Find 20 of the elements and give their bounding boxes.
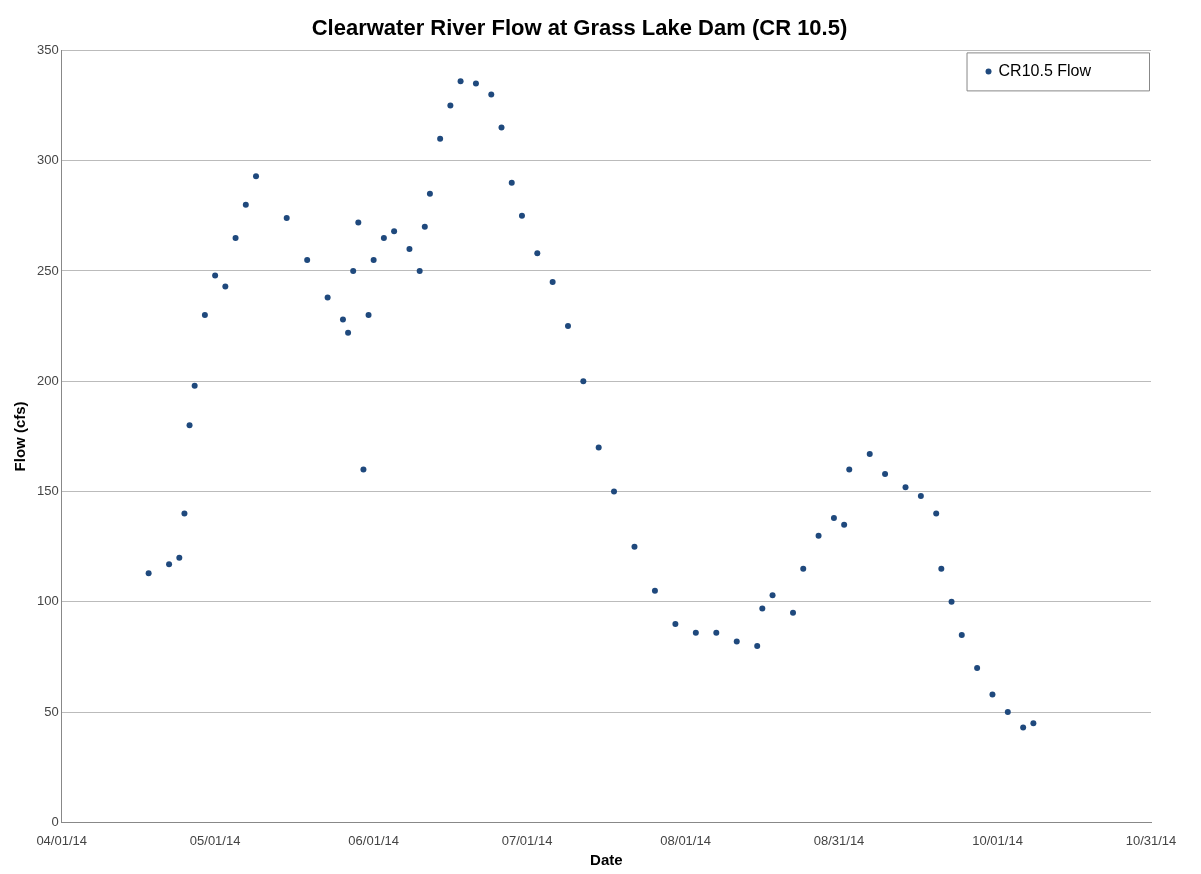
x-tick-label: 08/01/14 [660,832,711,848]
x-tick-label: 10/01/14 [972,832,1023,848]
y-tick-label: 50 [44,703,59,719]
y-tick-label: 350 [36,41,59,57]
legend-label: CR10.5 Flow [998,61,1092,79]
y-tick-label: 150 [36,483,59,499]
x-tick-label: 10/31/14 [1125,832,1177,848]
y-tick-label: 200 [36,372,59,388]
x-tick-label: 04/01/14 [36,832,87,848]
y-axis-title: Flow (cfs) [11,401,29,472]
y-tick-label: 0 [51,813,59,829]
x-tick-label: 07/01/14 [501,832,553,848]
x-tick-label: 05/01/14 [189,832,241,848]
chart-title: Clearwater River Flow at Grass Lake Dam (CR 10.5) [311,15,848,41]
y-tick-label: 100 [36,593,59,609]
x-tick-label: 08/31/14 [813,832,865,848]
x-tick-label: 06/01/14 [348,832,399,848]
x-axis-title: Date [590,851,623,869]
y-tick-label: 250 [36,262,59,278]
y-tick-label: 300 [36,152,59,168]
